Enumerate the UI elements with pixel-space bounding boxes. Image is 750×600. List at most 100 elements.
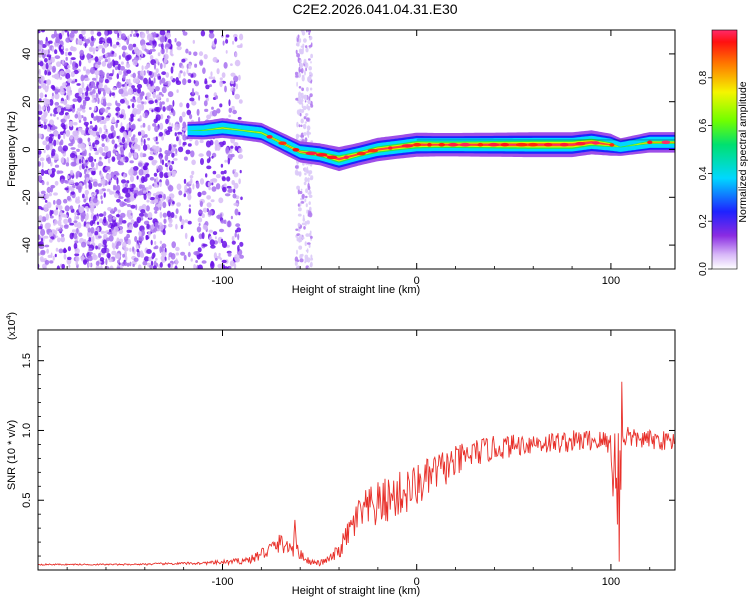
- noise-stripe-speckle: [297, 96, 302, 101]
- noise-speckle: [119, 98, 125, 104]
- noise-speckle: [109, 54, 115, 57]
- noise-speckle: [75, 216, 80, 220]
- noise-speckle: [191, 170, 195, 175]
- noise-speckle: [183, 193, 187, 198]
- noise-speckle: [87, 255, 93, 262]
- noise-speckle: [142, 176, 148, 182]
- noise-speckle: [196, 226, 202, 233]
- noise-speckle: [59, 70, 65, 75]
- noise-speckle: [155, 136, 158, 142]
- noise-speckle: [83, 37, 86, 42]
- noise-speckle: [176, 136, 179, 142]
- noise-speckle: [184, 184, 188, 192]
- noise-speckle: [88, 46, 94, 52]
- noise-speckle: [182, 30, 185, 33]
- noise-speckle: [195, 181, 200, 189]
- noise-speckle: [80, 130, 85, 136]
- noise-speckle: [189, 175, 194, 179]
- noise-speckle: [154, 86, 160, 92]
- noise-speckle: [54, 55, 61, 60]
- noise-speckle: [129, 33, 133, 37]
- noise-speckle: [146, 223, 150, 230]
- noise-speckle: [69, 232, 74, 240]
- noise-speckle: [224, 193, 231, 197]
- noise-speckle: [172, 158, 178, 161]
- noise-speckle: [216, 214, 222, 219]
- noise-speckle: [114, 143, 118, 149]
- noise-speckle: [214, 257, 218, 261]
- noise-speckle: [145, 205, 150, 212]
- noise-speckle: [218, 252, 221, 257]
- noise-speckle: [143, 101, 147, 105]
- noise-speckle: [116, 135, 119, 139]
- noise-speckle: [200, 30, 206, 37]
- noise-speckle: [159, 223, 165, 231]
- noise-speckle: [126, 262, 130, 267]
- noise-stripe-speckle: [310, 61, 312, 64]
- noise-speckle: [73, 156, 77, 164]
- noise-speckle: [90, 81, 96, 89]
- noise-stripe-speckle: [303, 226, 306, 230]
- noise-speckle: [38, 119, 41, 126]
- noise-speckle: [84, 96, 91, 102]
- noise-stripe-speckle: [302, 105, 307, 111]
- noise-speckle: [232, 109, 238, 115]
- spectrogram-ytick-label: 40: [21, 48, 33, 60]
- noise-stripe-speckle: [299, 112, 302, 117]
- snr-series-line: [38, 381, 675, 567]
- noise-speckle: [103, 145, 109, 152]
- noise-speckle: [104, 108, 109, 114]
- noise-stripe-speckle: [296, 185, 300, 190]
- noise-speckle: [220, 220, 225, 224]
- noise-speckle: [123, 154, 126, 161]
- noise-speckle: [135, 243, 139, 250]
- noise-speckle: [66, 195, 71, 201]
- snr-ytick-label: 1.0: [21, 423, 33, 438]
- noise-speckle: [198, 210, 203, 214]
- noise-speckle: [234, 232, 237, 238]
- noise-speckle: [233, 169, 237, 172]
- colorbar-label: Normalized spectral amplitude: [737, 81, 749, 222]
- noise-speckle: [197, 191, 202, 198]
- noise-speckle: [230, 215, 233, 220]
- noise-speckle: [58, 88, 61, 93]
- noise-speckle: [129, 175, 135, 183]
- noise-speckle: [40, 228, 46, 236]
- noise-stripe-speckle: [308, 243, 311, 248]
- noise-speckle: [142, 122, 146, 128]
- noise-speckle: [183, 71, 186, 77]
- noise-speckle: [44, 259, 50, 265]
- noise-speckle: [48, 192, 52, 197]
- snr-xtick-label: 0: [414, 576, 420, 588]
- noise-speckle: [96, 31, 102, 37]
- noise-speckle: [76, 185, 82, 191]
- noise-speckle: [226, 185, 232, 189]
- noise-speckle: [51, 74, 57, 78]
- noise-speckle: [190, 150, 195, 158]
- noise-speckle: [77, 96, 82, 103]
- noise-speckle: [60, 236, 65, 243]
- noise-speckle: [178, 146, 184, 153]
- noise-stripe-speckle: [307, 182, 310, 189]
- noise-speckle: [181, 65, 185, 69]
- noise-speckle: [46, 101, 51, 105]
- noise-speckle: [131, 102, 135, 109]
- noise-stripe-speckle: [304, 137, 308, 143]
- snr-xtick-label: -100: [211, 576, 233, 588]
- noise-stripe-speckle: [305, 47, 309, 53]
- noise-speckle: [227, 188, 234, 193]
- noise-speckle: [70, 46, 74, 51]
- noise-speckle: [91, 167, 97, 172]
- noise-speckle: [182, 131, 184, 137]
- noise-speckle: [67, 65, 71, 69]
- noise-speckle: [50, 184, 56, 189]
- noise-speckle: [109, 73, 114, 77]
- noise-speckle: [147, 212, 153, 219]
- noise-speckle: [232, 40, 235, 45]
- noise-speckle: [225, 50, 228, 54]
- noise-speckle: [161, 94, 164, 97]
- ridge-peak: [316, 153, 328, 157]
- noise-speckle: [166, 152, 171, 157]
- noise-speckle: [85, 183, 88, 189]
- noise-speckle: [238, 99, 243, 104]
